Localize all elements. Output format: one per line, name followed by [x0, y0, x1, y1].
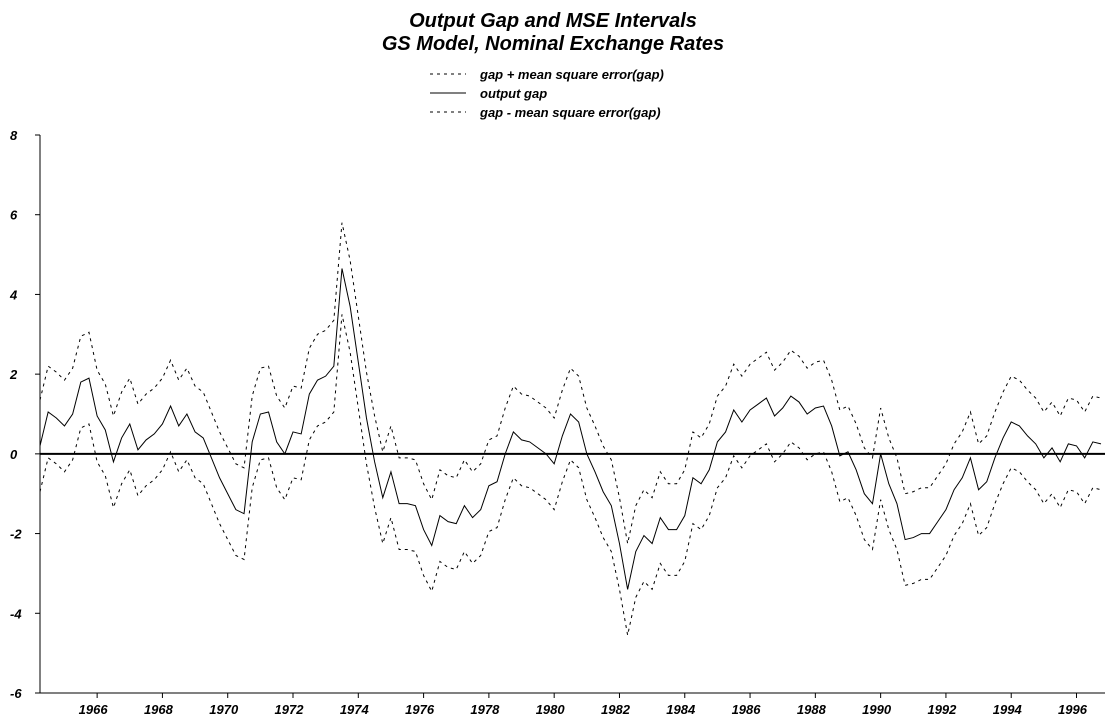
x-tick-label: 1976	[405, 702, 435, 717]
y-tick-label: 8	[10, 128, 18, 143]
y-tick-label: 0	[10, 447, 18, 462]
series-line	[39, 314, 1102, 636]
chart-title: Output Gap and MSE Intervals	[409, 10, 697, 32]
x-tick-label: 1972	[275, 702, 305, 717]
x-tick-label: 1992	[927, 702, 957, 717]
y-tick-label: 6	[10, 208, 18, 223]
x-tick-label: 1982	[601, 702, 631, 717]
x-tick-label: 1974	[340, 702, 370, 717]
y-tick-label: -6	[10, 686, 22, 701]
x-tick-label: 1970	[209, 702, 239, 717]
x-tick-label: 1984	[666, 702, 696, 717]
x-tick-label: 1990	[862, 702, 892, 717]
x-tick-label: 1986	[732, 702, 762, 717]
x-tick-label: 1978	[470, 702, 500, 717]
y-tick-label: -2	[10, 527, 22, 542]
y-tick-label: -4	[10, 606, 22, 621]
x-tick-label: 1980	[536, 702, 566, 717]
y-tick-label: 2	[9, 367, 18, 382]
x-tick-label: 1988	[797, 702, 827, 717]
series-line	[39, 268, 1102, 590]
legend-label: output gap	[480, 86, 547, 101]
legend-label: gap + mean square error(gap)	[479, 67, 664, 82]
legend-label: gap - mean square error(gap)	[479, 105, 661, 120]
chart-subtitle: GS Model, Nominal Exchange Rates	[382, 33, 724, 55]
x-tick-label: 1996	[1058, 702, 1088, 717]
series-line	[39, 222, 1102, 544]
x-tick-label: 1994	[993, 702, 1023, 717]
y-tick-label: 4	[9, 287, 18, 302]
x-tick-label: 1966	[79, 702, 109, 717]
x-tick-label: 1968	[144, 702, 174, 717]
